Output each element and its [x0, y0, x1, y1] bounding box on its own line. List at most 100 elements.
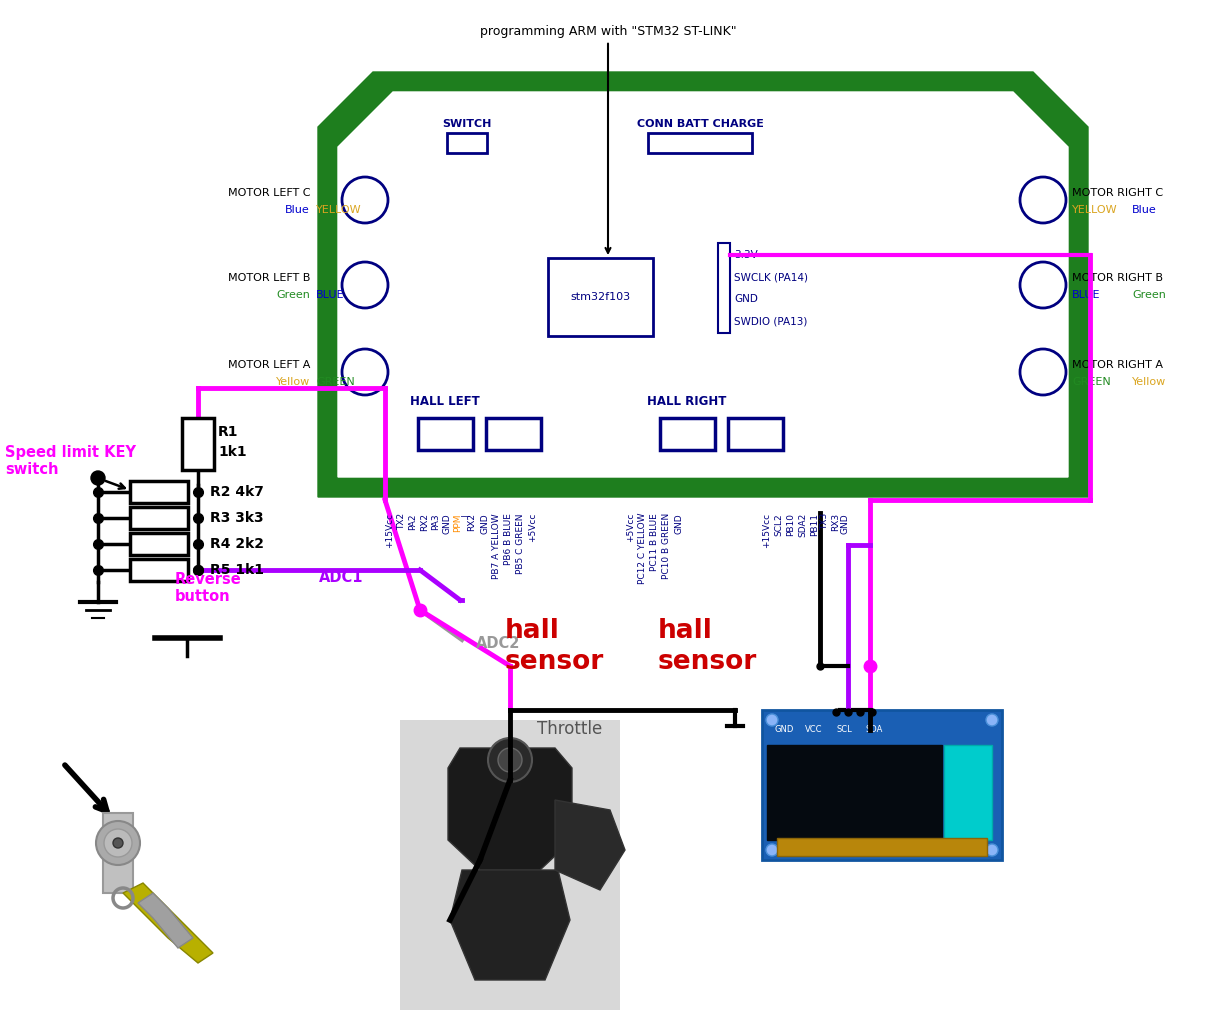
Polygon shape [449, 748, 572, 870]
Bar [549, 258, 653, 336]
Text: GND: GND [841, 513, 850, 534]
Text: stm32f103: stm32f103 [570, 292, 630, 301]
Circle shape [113, 838, 123, 848]
Text: SWCLK (PA14): SWCLK (PA14) [734, 272, 808, 282]
Bar [182, 418, 215, 470]
Bar [102, 813, 133, 893]
Text: VCC: VCC [806, 725, 823, 735]
Text: MOTOR RIGHT C: MOTOR RIGHT C [1072, 188, 1163, 198]
Bar [649, 133, 752, 153]
Text: YELLOW: YELLOW [316, 205, 362, 215]
Text: SCL2: SCL2 [774, 513, 783, 536]
Bar [659, 418, 716, 450]
Text: SWDIO (PA13): SWDIO (PA13) [734, 316, 807, 326]
Text: Blue: Blue [285, 205, 310, 215]
Text: sensor: sensor [658, 649, 757, 675]
Text: ADC1: ADC1 [318, 570, 363, 586]
Text: RX3: RX3 [831, 513, 840, 531]
Text: TX2: TX2 [397, 513, 406, 530]
Text: GND: GND [674, 513, 683, 534]
Polygon shape [138, 893, 193, 948]
Text: HALL LEFT: HALL LEFT [410, 395, 480, 409]
Text: BLUE: BLUE [1072, 290, 1101, 300]
Text: R2 4k7: R2 4k7 [210, 485, 263, 499]
Text: HALL RIGHT: HALL RIGHT [647, 395, 727, 409]
Text: Blue: Blue [1132, 205, 1157, 215]
Bar [486, 418, 541, 450]
Polygon shape [123, 883, 213, 963]
Text: MOTOR RIGHT A: MOTOR RIGHT A [1072, 360, 1163, 370]
Text: 3.3V: 3.3V [734, 250, 758, 260]
Text: RX2: RX2 [421, 513, 429, 531]
Text: +15Vcc: +15Vcc [762, 513, 770, 548]
Text: ADC2: ADC2 [475, 636, 521, 650]
Text: PPM: PPM [453, 513, 462, 532]
Polygon shape [338, 92, 1068, 477]
Text: CONN BATT CHARGE: CONN BATT CHARGE [636, 119, 763, 129]
Text: Speed limit KEY
switch: Speed limit KEY switch [5, 445, 137, 477]
Text: Throttle: Throttle [538, 720, 602, 738]
Text: 1k1: 1k1 [218, 445, 246, 459]
Bar [762, 710, 1002, 860]
Bar [728, 418, 783, 450]
Circle shape [986, 844, 998, 856]
Text: +5Vcc: +5Vcc [627, 513, 635, 542]
Bar [130, 481, 188, 503]
Text: PB10: PB10 [786, 513, 795, 536]
Text: PB5 C GREEN: PB5 C GREEN [516, 513, 525, 573]
Text: YELLOW: YELLOW [1072, 205, 1118, 215]
Text: Green: Green [277, 290, 310, 300]
Circle shape [104, 829, 132, 857]
Text: R1: R1 [218, 425, 239, 439]
Text: Green: Green [1132, 290, 1165, 300]
Text: hall: hall [658, 618, 713, 644]
Text: GND: GND [734, 294, 758, 304]
Text: +5Vcc: +5Vcc [528, 513, 538, 542]
Circle shape [96, 821, 140, 865]
Polygon shape [555, 800, 625, 890]
Polygon shape [450, 870, 570, 980]
Circle shape [986, 714, 998, 726]
Bar [418, 418, 473, 450]
Circle shape [766, 844, 778, 856]
Circle shape [499, 748, 522, 772]
Text: R3 3k3: R3 3k3 [210, 511, 263, 525]
Text: |: | [461, 513, 471, 516]
Text: GREEN: GREEN [316, 377, 355, 387]
Text: GND: GND [442, 513, 452, 534]
Text: GREEN: GREEN [1072, 377, 1111, 387]
Text: Reverse
button: Reverse button [176, 572, 241, 604]
Text: PC11 B BLUE: PC11 B BLUE [650, 513, 659, 571]
Bar [718, 243, 730, 333]
Bar [447, 133, 488, 153]
Circle shape [488, 738, 531, 782]
Text: Yellow: Yellow [1132, 377, 1167, 387]
Text: MOTOR LEFT A: MOTOR LEFT A [228, 360, 310, 370]
Polygon shape [318, 72, 1089, 497]
Text: PC10 B GREEN: PC10 B GREEN [662, 513, 670, 579]
Text: Yellow: Yellow [275, 377, 310, 387]
Text: PC12 C YELLOW: PC12 C YELLOW [638, 513, 647, 584]
Text: SDA: SDA [865, 725, 883, 735]
Bar [130, 507, 188, 529]
Text: GND: GND [774, 725, 794, 735]
Text: hall: hall [505, 618, 560, 644]
Text: sensor: sensor [505, 649, 605, 675]
Text: R5 1k1: R5 1k1 [210, 563, 265, 577]
Text: SDA2: SDA2 [798, 513, 807, 537]
Text: BLUE: BLUE [316, 290, 345, 300]
Text: RX2: RX2 [467, 513, 475, 531]
Bar [777, 838, 987, 856]
Bar [944, 745, 992, 840]
Circle shape [766, 714, 778, 726]
Text: SCL: SCL [836, 725, 852, 735]
Text: MOTOR LEFT B: MOTOR LEFT B [228, 273, 310, 283]
Text: TX3: TX3 [820, 513, 829, 530]
Text: PA2: PA2 [408, 513, 417, 530]
Text: programming ARM with "STM32 ST-LINK": programming ARM with "STM32 ST-LINK" [480, 25, 736, 253]
Text: PB11: PB11 [809, 513, 819, 536]
Text: MOTOR LEFT C: MOTOR LEFT C [228, 188, 310, 198]
Bar [400, 720, 620, 1010]
Bar [767, 745, 942, 840]
Text: PB6 B BLUE: PB6 B BLUE [503, 513, 513, 565]
